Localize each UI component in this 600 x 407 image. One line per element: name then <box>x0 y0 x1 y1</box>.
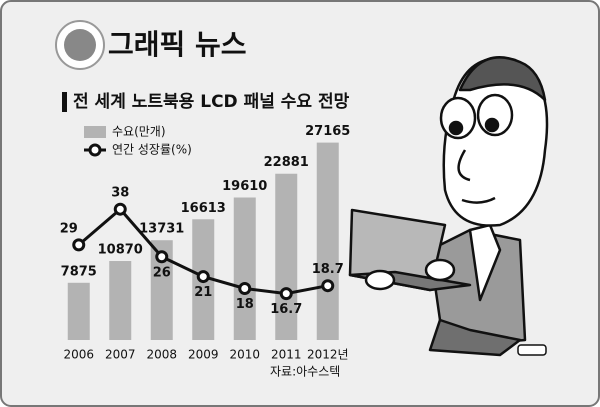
line-marker <box>113 202 127 216</box>
line-marker <box>72 238 86 252</box>
header-title: 그래픽 뉴스 <box>108 28 247 61</box>
line-marker <box>238 281 252 295</box>
source: 자료:아수스텍 <box>270 365 340 379</box>
bar <box>109 261 132 340</box>
line-value-label: 16.7 <box>270 302 302 317</box>
chart-title: 전 세계 노트북용 LCD 패널 수요 전망 <box>73 92 350 112</box>
line-marker <box>279 287 293 301</box>
bar-value-label: 27165 <box>305 124 350 139</box>
bar-value-label: 10870 <box>98 243 143 258</box>
line-value-label: 21 <box>194 285 212 300</box>
bar-value-label: 16613 <box>181 201 226 216</box>
legend-label: 연간 성장률(%) <box>112 143 192 157</box>
line-marker <box>321 279 335 293</box>
bar-value-label: 22881 <box>264 155 309 170</box>
bar <box>275 173 298 340</box>
x-tick-label: 2011 <box>271 348 302 362</box>
legend-swatch <box>84 126 106 138</box>
x-tick-label: 2010 <box>229 348 260 362</box>
x-tick-label: 2009 <box>188 348 219 362</box>
bar-value-label: 13731 <box>139 222 184 237</box>
line-value-label: 38 <box>111 186 129 201</box>
bar <box>150 240 173 340</box>
bar <box>67 282 90 340</box>
legend-label: 수요(만개) <box>112 125 166 139</box>
line-value-label: 18 <box>236 297 254 312</box>
bar <box>233 197 256 340</box>
line-value-label: 29 <box>60 221 78 236</box>
logo <box>55 20 105 70</box>
line-marker <box>155 250 169 264</box>
legend-swatch <box>88 143 102 157</box>
title-marker <box>62 92 67 112</box>
line-value-label: 26 <box>153 265 171 280</box>
line-marker <box>196 270 210 284</box>
bar <box>316 142 339 340</box>
x-tick-label: 2006 <box>63 348 94 362</box>
illustration <box>348 56 549 357</box>
x-tick-label: 2012년 <box>307 348 349 362</box>
bar-value-label: 7875 <box>61 264 97 279</box>
x-tick-label: 2008 <box>146 348 177 362</box>
x-tick-label: 2007 <box>105 348 136 362</box>
bar-value-label: 19610 <box>222 179 267 194</box>
line-value-label: 18.7 <box>312 262 344 277</box>
